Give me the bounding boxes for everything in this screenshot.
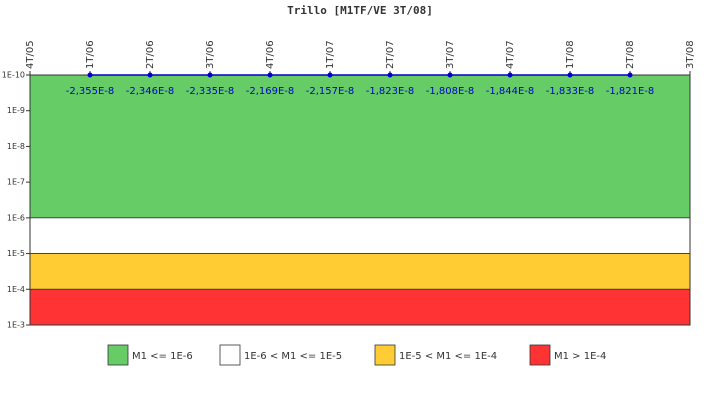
legend-swatch [107,344,129,366]
data-point [627,72,633,78]
y-tick-label: 1E-8 [7,142,25,151]
data-label: -2,169E-8 [246,86,295,97]
data-label: -1,808E-8 [426,86,475,97]
data-point [267,72,273,78]
x-tick-label: 1T/08 [565,40,576,69]
x-tick-label: 4T/06 [265,40,276,69]
band [29,288,691,326]
band [29,253,691,290]
data-point [447,72,453,78]
x-tick-label: 2T/07 [385,40,396,69]
x-tick-label: 3T/07 [445,40,456,69]
data-label: -2,355E-8 [66,86,115,97]
x-tick-label: 2T/08 [625,40,636,69]
y-tick-label: 1E-10 [2,71,25,80]
legend-label: 1E-6 < M1 <= 1E-5 [244,351,342,362]
band [29,217,691,254]
legend-swatch [219,344,241,366]
x-tick-label: 4T/07 [505,40,516,69]
data-point [87,72,93,78]
data-point [567,72,573,78]
data-label: -1,823E-8 [366,86,415,97]
data-point [507,72,513,78]
x-tick-label: 1T/06 [85,40,96,69]
x-tick-label: 2T/06 [145,40,156,69]
x-tick-label: 3T/06 [205,40,216,69]
legend-label: M1 <= 1E-6 [132,351,193,362]
data-label: -1,833E-8 [546,86,595,97]
band [29,74,691,219]
data-label: -2,335E-8 [186,86,235,97]
chart-title: Trillo [M1TF/VE 3T/08] [287,4,433,17]
data-point [327,72,333,78]
y-tick-label: 1E-5 [7,249,25,258]
data-point [147,72,153,78]
y-tick-label: 1E-7 [7,178,25,187]
y-tick-label: 1E-9 [7,106,25,115]
data-label: -2,157E-8 [306,86,355,97]
data-label: -1,844E-8 [486,86,535,97]
data-label: -1,821E-8 [606,86,655,97]
data-point [207,72,213,78]
data-point [387,72,393,78]
x-tick-label: 1T/07 [325,40,336,69]
legend-swatch [529,344,551,366]
x-tick-label: 3T/08 [685,40,696,69]
data-label: -2,346E-8 [126,86,175,97]
legend-label: M1 > 1E-4 [554,351,606,362]
legend-swatch [374,344,396,366]
legend-label: 1E-5 < M1 <= 1E-4 [399,351,497,362]
y-tick-label: 1E-3 [7,321,25,330]
y-tick-label: 1E-4 [7,285,25,294]
x-tick-label: 4T/05 [25,40,36,69]
y-tick-label: 1E-6 [7,213,25,222]
